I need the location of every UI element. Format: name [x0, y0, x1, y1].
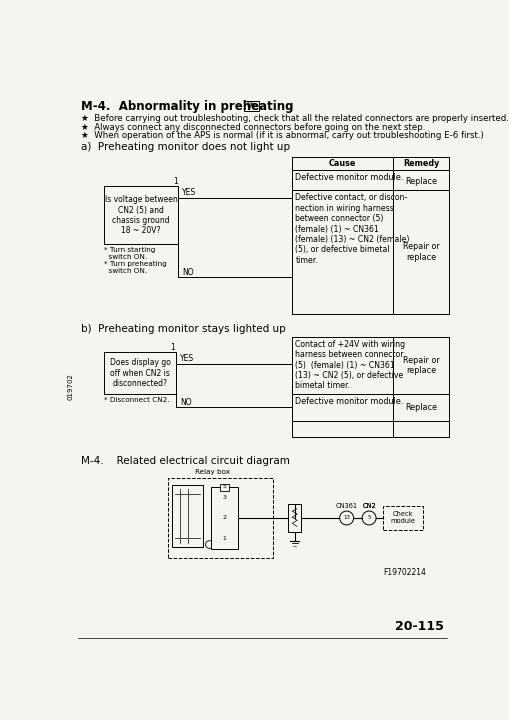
Text: NO: NO [180, 397, 191, 407]
Text: M-4.    Related electrical circuit diagram: M-4. Related electrical circuit diagram [80, 456, 289, 466]
Text: Is voltage between
CN2 (5) and
chassis ground
18 ~ 20V?: Is voltage between CN2 (5) and chassis g… [105, 195, 177, 235]
Text: * Disconnect CN2.: * Disconnect CN2. [104, 397, 169, 402]
Text: ★  Always connect any disconnected connectors before going on the next step.: ★ Always connect any disconnected connec… [80, 122, 425, 132]
Text: YES: YES [180, 354, 194, 363]
Bar [168, 477, 272, 559]
Text: YES: YES [182, 188, 196, 197]
Text: 5: 5 [366, 516, 370, 521]
Bar [243, 101, 259, 111]
Bar [104, 352, 176, 395]
Text: NO: NO [182, 268, 193, 276]
Text: Cause: Cause [328, 159, 356, 168]
Text: 019702: 019702 [68, 373, 74, 400]
Text: 1: 1 [222, 536, 226, 541]
Bar [219, 484, 229, 490]
Text: Defective contact, or discon-
nection in wiring harness
between connector (5)
(f: Defective contact, or discon- nection in… [295, 194, 409, 265]
Text: ★  Before carrying out troubleshooting, check that all the related connectors ar: ★ Before carrying out troubleshooting, c… [80, 114, 507, 123]
Text: Relay box: Relay box [195, 469, 230, 475]
Circle shape [361, 511, 375, 525]
Text: Replace: Replace [404, 403, 436, 413]
Bar [172, 485, 203, 547]
Bar [288, 504, 300, 532]
Text: F19702214: F19702214 [383, 567, 426, 577]
Text: CN2: CN2 [361, 503, 375, 509]
Bar [292, 157, 448, 313]
Text: 5: 5 [222, 485, 226, 490]
Bar [382, 505, 422, 531]
Text: 13: 13 [343, 516, 350, 521]
Text: 1: 1 [171, 343, 175, 352]
Circle shape [214, 541, 222, 549]
Text: CN361: CN361 [335, 503, 357, 509]
Text: 20-115: 20-115 [394, 620, 443, 633]
Text: Defective monitor module.: Defective monitor module. [295, 173, 403, 181]
Text: 06: 06 [246, 101, 256, 110]
Text: Repair or
replace: Repair or replace [402, 242, 439, 261]
Text: ★  When operation of the APS is normal (if it is abnormal, carry out troubleshoo: ★ When operation of the APS is normal (i… [80, 131, 483, 140]
Text: Defective monitor module.: Defective monitor module. [295, 397, 403, 407]
Text: CN2: CN2 [361, 503, 375, 509]
Circle shape [205, 541, 213, 549]
Text: M-4.  Abnormality in preheating: M-4. Abnormality in preheating [80, 100, 293, 113]
Bar [211, 487, 238, 549]
Bar [292, 337, 448, 437]
Text: a)  Preheating monitor does not light up: a) Preheating monitor does not light up [80, 142, 289, 152]
Text: 3: 3 [222, 495, 226, 500]
Text: Replace: Replace [404, 177, 436, 186]
Text: Remedy: Remedy [402, 159, 438, 168]
Text: 2: 2 [222, 516, 226, 521]
Text: Check
module: Check module [389, 511, 414, 524]
Text: Does display go
off when CN2 is
disconnected?: Does display go off when CN2 is disconne… [109, 359, 170, 388]
Text: * Turn starting
  switch ON.
* Turn preheating
  switch ON.: * Turn starting switch ON. * Turn prehea… [104, 246, 166, 274]
Text: Repair or
replace: Repair or replace [402, 356, 439, 375]
Bar [104, 186, 178, 244]
Text: 1: 1 [173, 178, 177, 186]
Text: b)  Preheating monitor stays lighted up: b) Preheating monitor stays lighted up [80, 323, 285, 333]
Text: Contact of +24V with wiring
harness between connector
(5)  (female) (1) ~ CN361
: Contact of +24V with wiring harness betw… [295, 340, 405, 390]
Circle shape [339, 511, 353, 525]
